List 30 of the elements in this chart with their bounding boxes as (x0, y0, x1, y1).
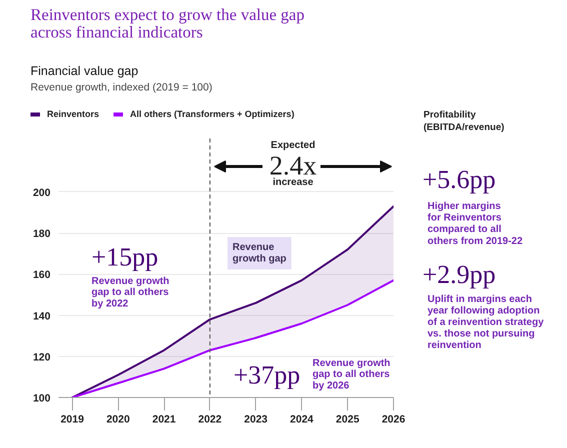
x-tick-label: 2025 (336, 414, 360, 426)
annotation: +37pp (234, 360, 300, 390)
annotation: Expected (270, 140, 316, 151)
y-tick-label: 120 (32, 351, 51, 364)
x-tick-label: 2023 (244, 414, 268, 426)
chart-subtitle: Financial value gap (30, 64, 138, 78)
x-tick-label: 2022 (198, 414, 222, 426)
text: Profitability (EBITDA/revenue) (424, 110, 504, 134)
text: Higher margins for Reinventors compared to all others from 2019-22 (428, 201, 523, 247)
chart-title: Reinventors expect to grow the value gap across financial indicators (30, 5, 304, 42)
x-tick-label: 2024 (290, 414, 314, 426)
text: +2.9pp (422, 260, 496, 289)
legend-label: Reinventors (47, 108, 100, 120)
text: Uplift in margins each year following adoption of a reinvention strategy vs. those not pursuing reinvention (428, 294, 544, 351)
annotation: +15pp (92, 242, 158, 272)
y-tick-label: 100 (32, 392, 51, 404)
y-tick-label: 140 (32, 310, 51, 322)
y-axis-title: Revenue growth, indexed (2019 = 100) (30, 82, 212, 94)
x-tick-label: 2020 (106, 414, 130, 426)
annotation: Revenue growth gap to all others by 2026 (312, 358, 390, 392)
legend-label: All others (Transformers + Optimizers) (130, 108, 294, 120)
y-tick-label: 160 (32, 269, 51, 282)
annotation: Revenue growth gap (232, 242, 286, 264)
y-tick-label: 180 (32, 228, 51, 240)
annotation: Revenue growth gap to all others by 2022 (92, 276, 170, 310)
y-tick-label: 200 (32, 186, 51, 199)
x-tick-label: 2021 (152, 414, 176, 426)
x-tick-label: 2026 (382, 414, 406, 426)
text: +5.6pp (422, 165, 496, 194)
x-tick-label: 2019 (60, 414, 84, 426)
